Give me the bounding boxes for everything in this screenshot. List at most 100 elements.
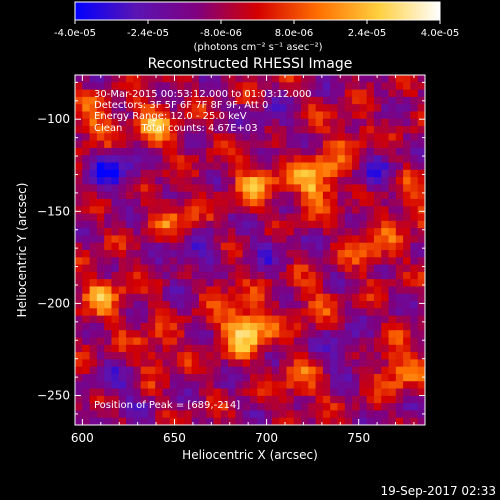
heatmap-cell [206,96,214,105]
heatmap-cell [322,279,331,287]
heatmap-cell [271,373,280,382]
heatmap-cell [337,242,346,251]
heatmap-cell [155,366,163,375]
heatmap-cell [140,250,149,258]
heatmap-cell [235,140,244,149]
heatmap-cell [177,330,185,338]
heatmap-cell [206,147,214,156]
heatmap-cell [388,308,397,317]
heatmap-cell [373,162,382,171]
heatmap-cell [133,198,142,207]
heatmap-cell [279,250,287,258]
heatmap-cell [242,82,251,90]
heatmap-cell [293,155,302,163]
heatmap-cell [257,352,265,360]
heatmap-cell [264,403,273,411]
heatmap-cell [191,388,200,397]
heatmap-cell [403,140,411,149]
heatmap-cell [213,286,222,295]
x-axis: 600 650 700 750 [71,75,415,445]
heatmap-cell [96,191,105,200]
heatmap-cell [315,315,324,324]
heatmap-cell [220,118,229,127]
heatmap-cell [417,140,425,149]
heatmap-cell [359,322,368,331]
heatmap-cell [344,228,353,236]
heatmap-cell [381,337,389,346]
heatmap-cell [250,337,258,346]
heatmap-cell [140,111,149,120]
heatmap-cell [177,373,185,382]
heatmap-cell [293,373,302,382]
heatmap-cell [395,308,404,317]
heatmap-cell [213,395,222,404]
heatmap-cell [279,337,287,346]
heatmap-cell [206,213,214,222]
heatmap-cell [162,417,171,425]
heatmap-cell [177,184,185,193]
heatmap-cell [271,366,280,375]
heatmap-cell [235,82,244,90]
heatmap-cell [308,417,317,425]
heatmap-cell [75,279,83,287]
heatmap-cell [322,344,331,353]
heatmap-cell [82,126,90,134]
heatmap-cell [337,104,346,112]
heatmap-cell [250,155,258,163]
heatmap-cell [322,373,331,382]
heatmap-cell [344,133,353,142]
heatmap-cell [140,162,149,171]
heatmap-cell [373,111,382,120]
heatmap-cell [395,264,404,273]
heatmap-cell [184,184,193,193]
heatmap-cell [250,264,258,273]
heatmap-cell [228,403,236,411]
heatmap-cell [373,301,382,309]
heatmap-cell [155,75,163,83]
heatmap-cell [264,206,273,214]
heatmap-cell [344,220,353,229]
heatmap-cell [352,140,360,149]
heatmap-cell [264,213,273,222]
heatmap-cell [403,235,411,244]
heatmap-cell [330,388,338,397]
heatmap-cell [82,228,90,236]
heatmap-cell [140,271,149,280]
heatmap-cell [140,228,149,236]
heatmap-cell [381,359,389,368]
heatmap-cell [264,344,273,353]
heatmap-cell [330,140,338,149]
heatmap-cell [162,257,171,265]
heatmap-cell [279,271,287,280]
heatmap-cell [315,96,324,105]
heatmap-cell [198,395,207,404]
heatmap-cell [155,308,163,317]
heatmap-cell [301,388,309,397]
heatmap-cell [388,89,397,98]
heatmap-cell [366,279,375,287]
heatmap-cell [184,366,193,375]
y-tick-label: −150 [37,204,70,218]
heatmap-cell [228,191,236,200]
heatmap-cell [271,220,280,229]
heatmap-cell [257,206,265,214]
heatmap-cell [388,403,397,411]
heatmap-cell [381,96,389,105]
heatmap-cell [177,82,185,90]
heatmap-cell [177,381,185,389]
heatmap-cell [352,198,360,207]
heatmap-cell [286,75,295,83]
heatmap-cell [155,191,163,200]
heatmap-cell [242,366,251,375]
heatmap-cell [82,308,90,317]
heatmap-cell [177,388,185,397]
heatmap-cell [293,344,302,353]
heatmap-cell [308,191,317,200]
heatmap-cell [293,366,302,375]
heatmap-cell [315,271,324,280]
heatmap-cell [352,322,360,331]
heatmap-cell [388,359,397,368]
heatmap-cell [111,242,120,251]
heatmap-cell [89,82,98,90]
heatmap-cell [330,126,338,134]
